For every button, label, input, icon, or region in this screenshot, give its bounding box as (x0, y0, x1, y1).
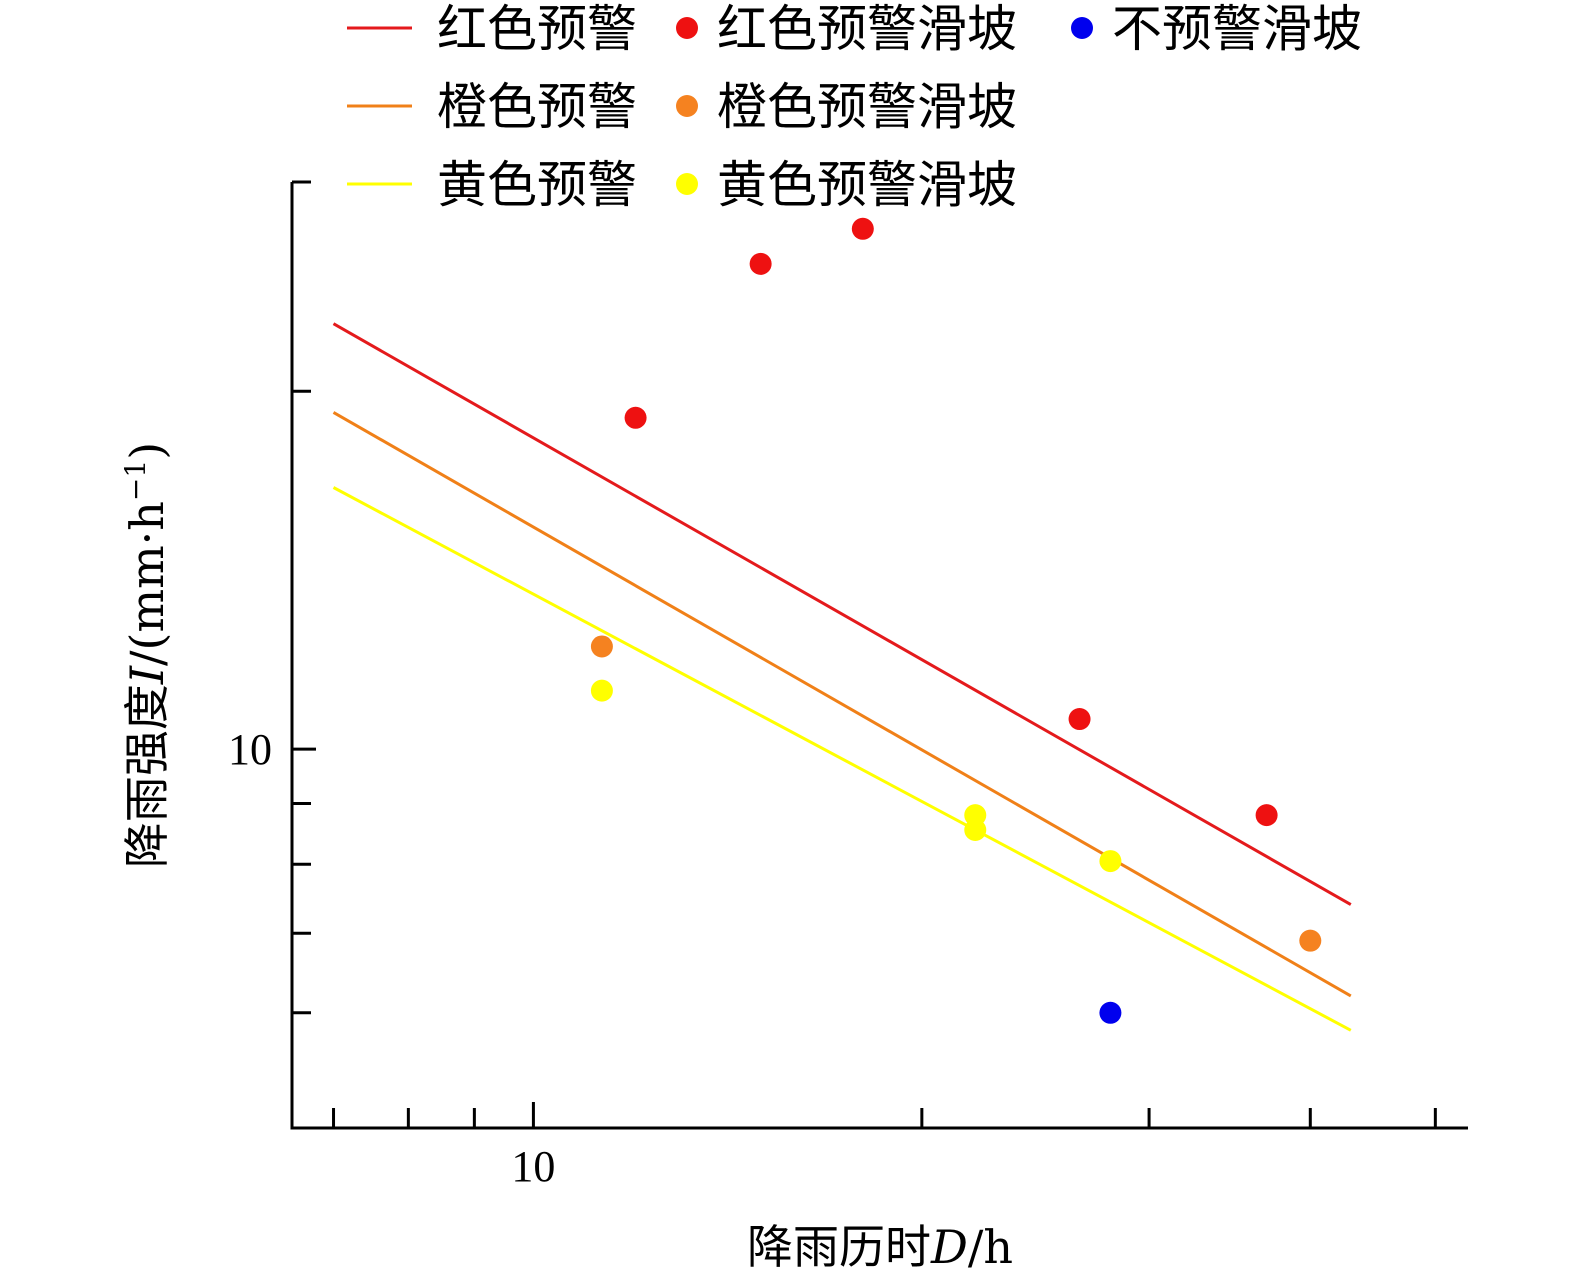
axes: 10 10 (228, 180, 1468, 1191)
y-axis-title-suffix: /(mm·h (120, 501, 174, 666)
legend-marker-swatch (676, 173, 698, 195)
legend-label: 橙色预警滑坡 (717, 78, 1017, 136)
landslide-point-1 (590, 635, 613, 658)
y-axis-title: 降雨强度I/(mm·h−1) (119, 442, 174, 868)
x-axis-title: 降雨历时D/h (747, 1220, 1013, 1274)
y-axis-title-close: ) (120, 442, 174, 460)
y-axis-title-prefix: 降雨强度 (120, 684, 174, 868)
legend-label: 黄色预警滑坡 (717, 156, 1017, 214)
landslide-point-0 (1068, 708, 1091, 731)
data-points (590, 217, 1322, 1024)
landslide-point-2 (964, 818, 987, 841)
x-axis-title-suffix: /h (968, 1220, 1013, 1274)
x-ticks: 10 (332, 1102, 1437, 1191)
legend-marker-swatch (676, 17, 698, 39)
legend-label: 红色预警 (437, 0, 637, 58)
landslide-point-1 (1299, 929, 1322, 952)
x-axis-title-prefix: 降雨历时 (747, 1220, 931, 1274)
y-axis-title-sup: −1 (119, 460, 152, 501)
legend-label: 红色预警滑坡 (717, 0, 1017, 58)
x-tick-label: 10 (511, 1142, 555, 1191)
legend-label: 不预警滑坡 (1112, 0, 1362, 58)
landslide-point-3 (1099, 1001, 1122, 1024)
landslide-point-0 (749, 252, 772, 275)
threshold-lines (332, 322, 1352, 1032)
landslide-point-0 (1255, 804, 1278, 827)
threshold-line-2 (332, 486, 1352, 1032)
landslide-point-2 (590, 679, 613, 702)
landslide-point-0 (851, 217, 874, 240)
legend-marker-swatch (676, 95, 698, 117)
x-axis-title-var: D (930, 1220, 968, 1274)
threshold-line-1 (332, 411, 1352, 998)
legend-label: 黄色预警 (437, 156, 637, 214)
landslide-point-2 (1099, 850, 1122, 873)
legend-label: 橙色预警 (437, 78, 637, 136)
threshold-line-0 (332, 322, 1352, 906)
y-axis-title-var: I (120, 665, 174, 685)
y-ticks: 10 (228, 180, 316, 1015)
legend-marker-swatch (1071, 17, 1093, 39)
y-tick-label: 10 (228, 725, 272, 774)
landslide-point-0 (624, 406, 647, 429)
